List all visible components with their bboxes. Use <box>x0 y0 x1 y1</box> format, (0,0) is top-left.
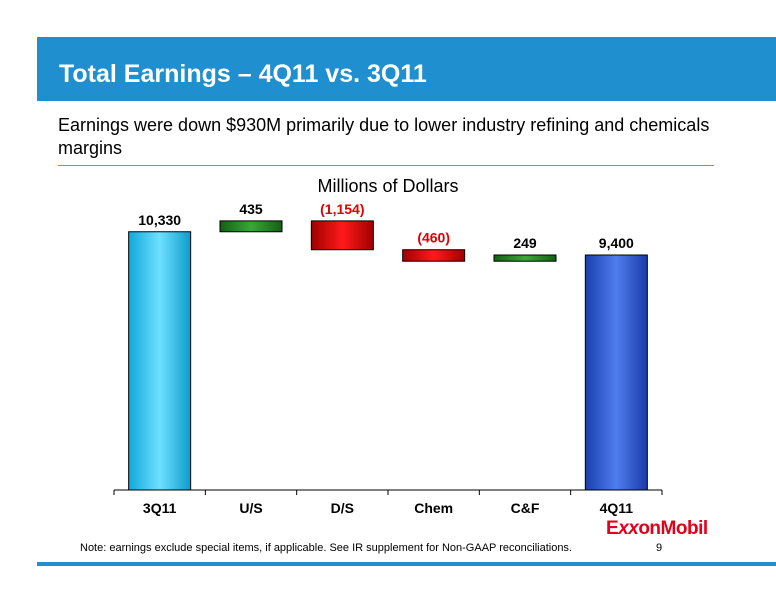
y-axis-label: Millions of Dollars <box>317 176 459 196</box>
footer-rule <box>37 562 776 566</box>
bar-cf <box>493 254 557 262</box>
data-label: (1,154) <box>320 201 364 217</box>
bar-4q11 <box>584 254 648 491</box>
x-tick-label: 4Q11 <box>600 500 634 516</box>
x-tick-label: 3Q11 <box>143 500 177 516</box>
bar-us <box>219 220 283 233</box>
data-label: (460) <box>417 230 450 246</box>
data-label: 435 <box>239 201 263 217</box>
x-tick-label: C&F <box>511 500 540 516</box>
slide-title: Total Earnings – 4Q11 vs. 3Q11 <box>59 60 427 88</box>
exxonmobil-logo: ExxonMobil <box>606 518 708 539</box>
x-tick-label: Chem <box>414 500 453 516</box>
footnote: Note: earnings exclude special items, if… <box>80 542 572 554</box>
page-number: 9 <box>656 542 663 554</box>
title-bar: Total Earnings – 4Q11 vs. 3Q11 <box>37 37 776 101</box>
bar-chem <box>402 249 466 262</box>
x-tick-label: D/S <box>331 500 354 516</box>
bar-ds <box>310 220 374 251</box>
x-tick-label: U/S <box>239 500 262 516</box>
divider-line <box>58 165 714 166</box>
bar-3q11 <box>128 231 192 491</box>
data-label: 10,330 <box>138 212 181 228</box>
data-label: 249 <box>513 235 537 251</box>
slide-subtitle: Earnings were down $930M primarily due t… <box>58 115 710 158</box>
data-label: 9,400 <box>599 235 634 251</box>
